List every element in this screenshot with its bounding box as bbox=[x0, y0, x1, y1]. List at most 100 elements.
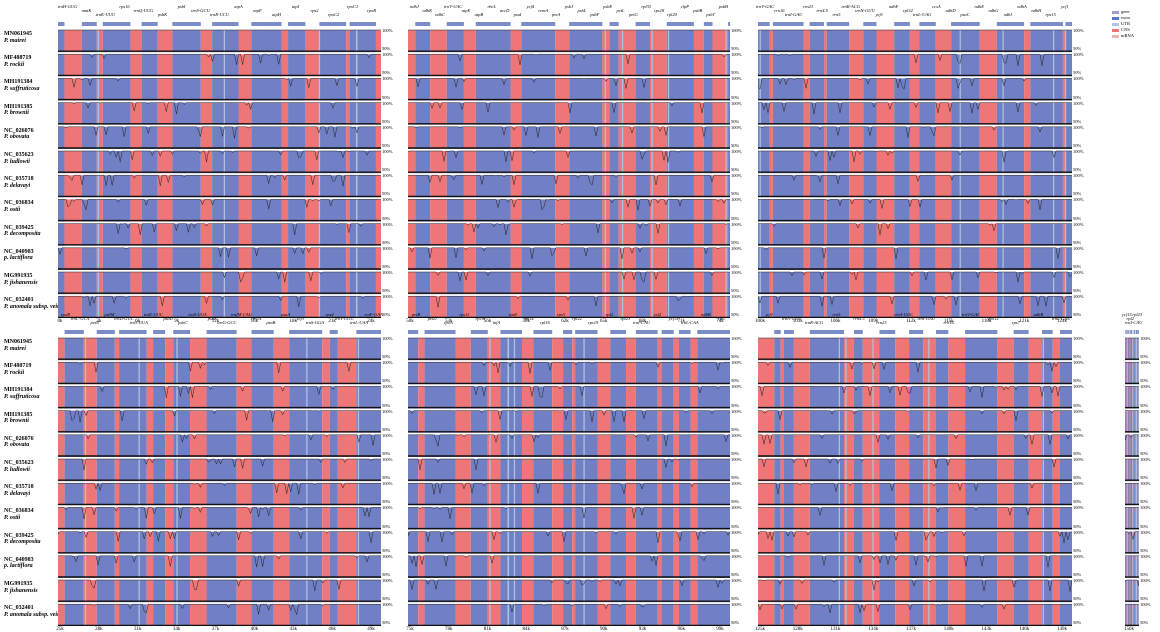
accession-id: NC_035623 bbox=[4, 460, 34, 466]
exon-block bbox=[783, 330, 794, 334]
identity-track bbox=[758, 174, 1072, 184]
noncoding-region bbox=[948, 336, 966, 627]
exon-block bbox=[96, 330, 115, 334]
gene-label: trnR-ACG bbox=[804, 320, 824, 325]
exon-block bbox=[1128, 330, 1130, 334]
gene-label: rps7 bbox=[1011, 320, 1020, 325]
gene-label: rpl33 bbox=[641, 4, 652, 9]
coding-region bbox=[424, 336, 456, 627]
gene-label: trnR-UCU bbox=[210, 12, 229, 17]
coding-region bbox=[863, 28, 877, 319]
gene-label: rpoA bbox=[443, 320, 453, 325]
noncoding-region bbox=[673, 336, 679, 627]
track-gap bbox=[758, 294, 1072, 297]
track-gap bbox=[758, 602, 1072, 605]
identity-track bbox=[58, 223, 381, 236]
track-gap bbox=[408, 529, 730, 532]
coding-region bbox=[563, 336, 573, 627]
track-gap bbox=[408, 432, 730, 435]
exon-block bbox=[141, 22, 158, 26]
rna-region bbox=[1064, 28, 1067, 319]
axis-tick-label: 115k bbox=[943, 319, 954, 325]
axis-tick-label: 150k bbox=[1124, 627, 1134, 632]
track-gap bbox=[408, 553, 730, 556]
noncoding-region bbox=[997, 336, 1014, 627]
rna-region bbox=[138, 336, 140, 627]
axis-tick-label: 56k bbox=[483, 319, 492, 325]
axis-tick-label: 40k bbox=[250, 627, 259, 632]
track-gap bbox=[1125, 384, 1139, 387]
track-gap bbox=[408, 76, 730, 79]
exon-block bbox=[894, 22, 910, 26]
exon-block bbox=[563, 330, 573, 334]
noncoding-region bbox=[895, 336, 910, 627]
pct-bottom-label: 50% bbox=[1140, 475, 1149, 481]
pct-top-label: 100% bbox=[1140, 360, 1151, 366]
pct-top-label: 100% bbox=[1073, 76, 1084, 82]
gene-label: trnD-GUC bbox=[114, 316, 134, 321]
legend-item: UTR bbox=[1112, 21, 1134, 27]
gene-label: trnH-GUG bbox=[57, 4, 78, 9]
species-name: P. jishanensis bbox=[4, 587, 38, 594]
track-gap bbox=[408, 384, 730, 387]
exon-block bbox=[424, 330, 456, 334]
gene-annotation-track bbox=[58, 22, 376, 26]
alignment-panel bbox=[758, 28, 1072, 319]
axis-tick-label: 137k bbox=[906, 627, 916, 632]
accession-id: NC_032401 bbox=[4, 605, 34, 612]
sample-label: NC_026076 P. obovata bbox=[4, 128, 34, 141]
axis-tick-label: 12k bbox=[211, 319, 220, 325]
axis-tick-label: 9k bbox=[174, 319, 180, 325]
noncoding-region bbox=[780, 336, 784, 627]
accession-id: MN061945 bbox=[4, 31, 32, 37]
pct-bottom-label: 50% bbox=[731, 94, 740, 100]
pct-bottom-label: 50% bbox=[731, 167, 740, 173]
pct-bottom-label: 50% bbox=[1073, 288, 1082, 294]
pct-top-label: 100% bbox=[382, 384, 393, 390]
legend-label: CNS bbox=[1121, 27, 1130, 32]
coding-region bbox=[678, 336, 691, 627]
noncoding-region bbox=[236, 336, 252, 627]
rna-region bbox=[1052, 28, 1055, 319]
accession-id: NC_040983 bbox=[4, 248, 34, 255]
sample-label: NC_032401 P. anomala subsp. veitchii bbox=[4, 297, 68, 310]
gene-label: rps12 bbox=[988, 316, 999, 321]
axis-tick-label: 3k bbox=[96, 319, 102, 325]
gene-label: trnL-UAG bbox=[912, 12, 932, 17]
axis-tick-label: 99k bbox=[716, 627, 724, 632]
exon-block bbox=[772, 22, 804, 26]
species-name: P. mairei bbox=[4, 37, 26, 44]
pct-bottom-label: 50% bbox=[1073, 239, 1082, 245]
gene-label: ccsA bbox=[932, 4, 941, 9]
sample-label: NC_036834 P. ostii bbox=[4, 508, 34, 521]
pct-top-label: 100% bbox=[1140, 432, 1151, 438]
rna-region bbox=[356, 28, 358, 319]
noncoding-region bbox=[769, 28, 773, 319]
species-name: P. delavayi bbox=[4, 490, 31, 497]
track-gap bbox=[758, 553, 1072, 556]
noncoding-region bbox=[1129, 336, 1131, 627]
gene-label: trnV-GAC bbox=[755, 4, 775, 9]
rna-region bbox=[845, 336, 847, 627]
track-gap bbox=[58, 578, 381, 580]
pct-bottom-label: 50% bbox=[731, 596, 740, 602]
pct-top-label: 100% bbox=[1140, 481, 1151, 487]
gene-label: rps7 bbox=[717, 316, 726, 321]
identity-track bbox=[758, 78, 1072, 90]
exon-block bbox=[251, 22, 282, 26]
accession-id: NC_039425 bbox=[4, 224, 34, 231]
noncoding-region bbox=[824, 28, 827, 319]
noncoding-region bbox=[803, 28, 810, 319]
legend: gene exon UTR CNS mRNA bbox=[1112, 9, 1134, 39]
pct-bottom-label: 50% bbox=[731, 547, 740, 553]
noncoding-region bbox=[572, 336, 576, 627]
gene-label: atpH bbox=[272, 12, 281, 17]
pct-bottom-label: 50% bbox=[382, 239, 391, 245]
identity-track bbox=[408, 247, 730, 259]
legend-item: exon bbox=[1112, 15, 1134, 21]
sample-label: MF488719 P. rockii bbox=[4, 363, 31, 376]
gene-label: psaC bbox=[960, 12, 970, 17]
track-gap bbox=[758, 245, 1072, 248]
exon-block bbox=[661, 330, 674, 334]
pct-bottom-label: 50% bbox=[382, 191, 391, 197]
